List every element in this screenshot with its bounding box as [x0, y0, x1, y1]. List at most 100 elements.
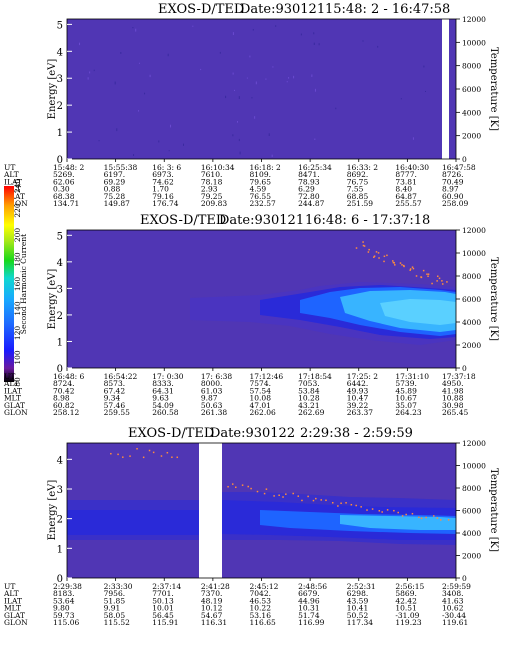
- panel-1-y2ticks: 0 2000 4000 6000 8000 10000 12000: [456, 15, 486, 164]
- table-cell: 5869.: [395, 589, 416, 598]
- table-cell: 69.29: [104, 177, 126, 186]
- noise-speck: [313, 32, 315, 35]
- table-cell: 16:33: 2: [347, 163, 379, 172]
- table-cell: 30.98: [442, 401, 464, 410]
- table-cell: 7574.: [250, 379, 271, 388]
- temperature-point: [292, 492, 294, 495]
- y2tick-label: 12000: [462, 439, 486, 448]
- panel-2-emission-band: [190, 282, 456, 345]
- colorbar-tick-label: 180: [13, 252, 22, 267]
- temperature-point: [136, 448, 138, 450]
- table-cell: 117.34: [347, 618, 373, 627]
- table-cell: 9.87: [201, 394, 218, 403]
- temperature-point: [386, 254, 388, 257]
- temperature-point: [256, 490, 259, 493]
- noise-speck: [232, 134, 234, 137]
- colorbar-ticks: 80 100 120 140 160 180 200 220 240: [13, 179, 22, 387]
- temperature-point: [231, 483, 234, 485]
- table-cell: 42.42: [395, 596, 417, 605]
- noise-speck: [170, 124, 172, 128]
- noise-speck: [249, 55, 251, 58]
- table-cell: 53.64: [53, 596, 75, 605]
- table-cell: 70.42: [53, 386, 75, 395]
- noise-speck: [89, 71, 91, 74]
- table-cell: 6298.: [347, 589, 368, 598]
- table-cell: 17: 6:38: [201, 372, 233, 381]
- table-cell: 70.49: [442, 177, 464, 186]
- table-cell: 39.22: [347, 401, 369, 410]
- noise-speck: [200, 68, 202, 71]
- table-cell: 1.70: [152, 185, 169, 194]
- table-cell: 53.84: [298, 386, 320, 395]
- y2tick-label: 2000: [462, 552, 481, 561]
- table-row-label: UT: [4, 582, 15, 591]
- colorbar-tick-label: 240: [13, 179, 22, 194]
- noise-speck: [423, 65, 425, 68]
- colorbar: Second Harmonic Current 80 100 120 140 160 18…: [4, 179, 28, 387]
- temperature-point: [312, 499, 315, 502]
- temperature-point: [247, 485, 249, 488]
- panel-2-y2ticks: 0 2000 4000 6000 8000 10000 12000: [456, 226, 486, 373]
- temperature-point: [401, 264, 403, 266]
- table-cell: 41.98: [442, 386, 464, 395]
- table-cell: 35.07: [395, 401, 417, 410]
- temperature-point: [411, 266, 414, 268]
- table-cell: 79.65: [250, 177, 272, 186]
- temperature-point: [446, 281, 448, 283]
- temperature-point: [117, 453, 119, 456]
- table-cell: 46.53: [250, 596, 272, 605]
- table-cell: 8692.: [347, 170, 368, 179]
- table-cell: 0.30: [53, 185, 70, 194]
- ytick-label: 2: [57, 515, 63, 526]
- table-cell: 68.38: [53, 192, 75, 201]
- noise-speck: [133, 154, 135, 156]
- table-cell: 115.06: [53, 618, 79, 627]
- noise-speck: [98, 140, 100, 142]
- temperature-point: [265, 488, 268, 490]
- table-cell: 7610.: [201, 170, 222, 179]
- noise-speck: [135, 28, 137, 32]
- temperature-point: [235, 486, 237, 489]
- table-cell: 6442.: [347, 379, 368, 388]
- table-cell: 116.65: [250, 618, 276, 627]
- temperature-point: [438, 277, 441, 280]
- table-cell: 16:25:34: [298, 163, 332, 172]
- temperature-point: [383, 260, 385, 263]
- panel-3-data-gap: [199, 443, 222, 578]
- noise-speck: [114, 81, 116, 85]
- noise-speck: [272, 66, 274, 68]
- temperature-point: [441, 280, 443, 282]
- temperature-point: [241, 484, 244, 486]
- table-cell: 8.98: [53, 394, 70, 403]
- panel-2-temperature-points: [355, 241, 448, 285]
- temperature-point: [373, 255, 376, 257]
- temperature-point: [440, 519, 442, 521]
- table-cell: 8724.: [53, 379, 74, 388]
- table-cell: 54.67: [201, 611, 223, 620]
- ytick-label: 5: [57, 231, 63, 242]
- table-cell: 16:10:34: [201, 163, 235, 172]
- table-cell: 78.93: [298, 177, 320, 186]
- noise-speck: [116, 128, 118, 132]
- temperature-point: [337, 505, 339, 507]
- temperature-point: [278, 494, 280, 497]
- table-cell: 57.46: [104, 401, 126, 410]
- y2tick-label: 12000: [462, 226, 486, 235]
- table-cell: 2.93: [201, 185, 218, 194]
- table-cell: 262.69: [298, 408, 324, 417]
- temperature-point: [427, 275, 429, 278]
- table-cell: 5269.: [53, 170, 74, 179]
- temperature-point: [371, 508, 374, 510]
- panel-1-date: Date:930121: [240, 2, 325, 17]
- noise-speck: [293, 75, 295, 79]
- table-cell: 232.57: [250, 199, 276, 208]
- table-row-label: GLAT: [4, 611, 25, 620]
- temperature-point: [399, 262, 402, 264]
- table-cell: 15:55:38: [104, 163, 138, 172]
- noise-speck: [255, 81, 257, 85]
- temperature-point: [142, 456, 145, 459]
- table-cell: 255.57: [395, 199, 421, 208]
- panel-2-yticks: 0 1 2 3 4 5: [57, 231, 72, 375]
- ytick-label: 3: [57, 284, 63, 295]
- temperature-point: [285, 493, 287, 495]
